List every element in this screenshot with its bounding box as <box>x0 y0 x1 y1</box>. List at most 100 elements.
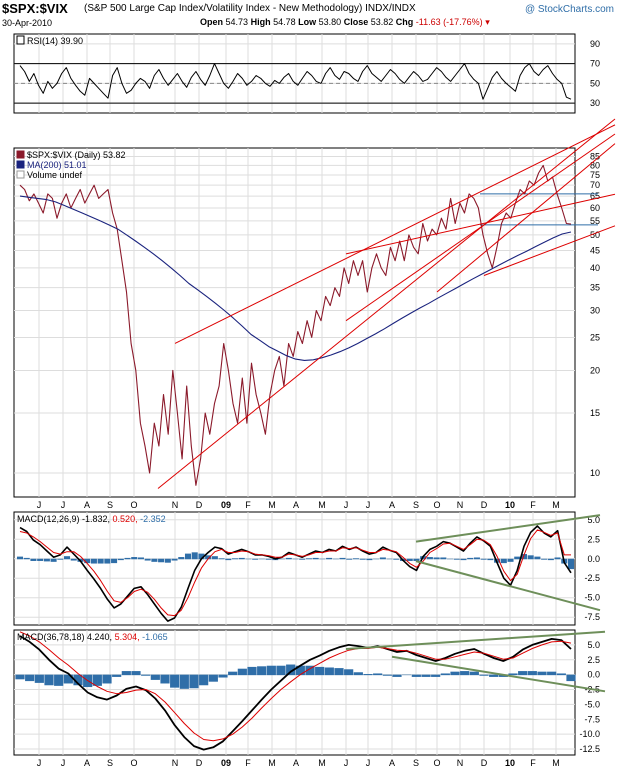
x-tick-label: A <box>84 758 90 768</box>
macd1-hist-bar <box>332 558 339 560</box>
macd1-hist-bar <box>339 557 346 560</box>
x-tick-label: 10 <box>505 500 515 510</box>
macd1-hist-bar <box>218 558 225 560</box>
price-tick-label: 55 <box>590 216 600 226</box>
x-tick-label: A <box>389 500 395 510</box>
price-tick-label: 75 <box>590 170 600 180</box>
macd1-hist-bar <box>279 558 286 560</box>
macd1-hist-bar <box>440 557 447 560</box>
rsi-tick-label: 70 <box>590 59 600 69</box>
x-tick-label: S <box>107 500 113 510</box>
macd2-hist-bar <box>160 674 170 684</box>
macd1-hist-bar <box>346 558 353 560</box>
macd2-hist-bar <box>54 674 64 686</box>
macd1-hist-bar <box>473 557 480 560</box>
chart-date: 30-Apr-2010 <box>2 18 53 28</box>
macd1-hist-bar <box>527 555 534 560</box>
price-tick-label: 45 <box>590 246 600 256</box>
chg-value: -11.63 (-17.76%) <box>415 17 483 27</box>
x-tick-label: M <box>318 500 326 510</box>
macd1-hist-bar <box>433 557 440 560</box>
macd1-panel <box>13 511 576 626</box>
macd1-hist-bar <box>426 557 433 560</box>
macd2-legend-name: MACD(36,78,18) 4.240, <box>17 632 115 642</box>
channel-line <box>157 118 616 489</box>
x-tick-label: 09 <box>221 758 231 768</box>
low-value: 53.80 <box>318 17 342 27</box>
macd1-hist-bar <box>460 558 467 561</box>
x-tick-label: N <box>172 758 179 768</box>
macd1-hist-bar <box>70 558 77 561</box>
rsi-line <box>19 63 572 100</box>
macd1-hist-bar <box>171 558 178 561</box>
macd2-hist-bar <box>527 671 537 676</box>
x-tick-label: D <box>196 500 203 510</box>
macd2-hist-bar <box>440 673 450 676</box>
macd2-hist-bar <box>131 671 141 676</box>
macd1-hist-bar <box>205 555 212 560</box>
high-label: High <box>250 17 271 27</box>
price-tick-label: 20 <box>590 365 600 375</box>
macd2-hist-bar <box>34 674 44 683</box>
macd1-hist-bar <box>104 558 111 564</box>
macd1-hist-bar <box>50 558 57 562</box>
macd1-trendline <box>415 560 601 612</box>
close-value: 53.82 <box>370 17 394 27</box>
price-panel <box>13 147 576 498</box>
x-tick-label: O <box>130 500 137 510</box>
macd2-hist-bar <box>305 665 315 676</box>
macd1-hist-bar <box>379 557 386 560</box>
macd1-hist-bar <box>232 558 239 560</box>
x-tick-label: A <box>389 758 395 768</box>
macd1-hist-bar <box>198 553 205 560</box>
channel-line <box>483 225 616 276</box>
x-tick-label: 10 <box>505 758 515 768</box>
macd1-tick-label: -2.5 <box>584 573 600 583</box>
macd1-hist-bar <box>285 557 292 560</box>
macd1-hist-bar <box>393 558 400 560</box>
x-tick-label: J <box>61 500 66 510</box>
macd2-tick-label: 5.0 <box>587 640 600 650</box>
macd1-tick-label: 2.5 <box>587 534 600 544</box>
x-tick-label: F <box>245 500 251 510</box>
price-legend-item: $SPX:$VIX (Daily) 53.82 <box>27 150 126 160</box>
x-tick-label: N <box>457 758 464 768</box>
macd1-hist-bar <box>507 558 514 562</box>
chg-label: Chg <box>395 17 414 27</box>
macd2-tick-label: -7.5 <box>584 714 600 724</box>
symbol-title: $SPX:$VIX <box>2 1 68 16</box>
x-tick-label: S <box>413 500 419 510</box>
macd1-hist-bar <box>164 558 171 563</box>
macd1-hist-bar <box>131 557 138 560</box>
x-tick-label: S <box>413 758 419 768</box>
macd2-tick-label: -10.0 <box>579 729 600 739</box>
x-tick-label: M <box>552 758 560 768</box>
macd1-hist-bar <box>326 557 333 560</box>
macd1-hist-bar <box>84 558 91 564</box>
macd1-hist-bar <box>37 558 44 561</box>
x-tick-label: F <box>530 758 536 768</box>
macd2-hist-bar <box>179 674 189 689</box>
macd1-hist-bar <box>57 558 64 560</box>
macd2-hist-bar <box>508 673 518 676</box>
x-tick-label: N <box>172 500 179 510</box>
macd1-hist-bar <box>547 558 554 561</box>
macd2-hist-bar <box>324 667 334 676</box>
legend-swatch <box>16 170 25 179</box>
macd1-hist-bar <box>16 556 24 560</box>
x-tick-label: M <box>268 500 276 510</box>
macd2-tick-label: -5.0 <box>584 699 600 709</box>
price-line <box>19 164 572 486</box>
macd2-hist-bar <box>170 674 180 688</box>
x-tick-label: M <box>318 758 326 768</box>
down-arrow-icon: ▾ <box>485 17 490 27</box>
macd2-signal-line <box>19 631 572 742</box>
x-tick-label: S <box>107 758 113 768</box>
channel-line <box>174 124 616 344</box>
macd1-legend-hist: -2.352 <box>140 514 166 524</box>
macd1-hist-bar <box>178 557 185 560</box>
x-tick-label: J <box>344 500 349 510</box>
macd2-hist-bar <box>479 674 489 676</box>
macd1-hist-bar <box>359 558 366 560</box>
